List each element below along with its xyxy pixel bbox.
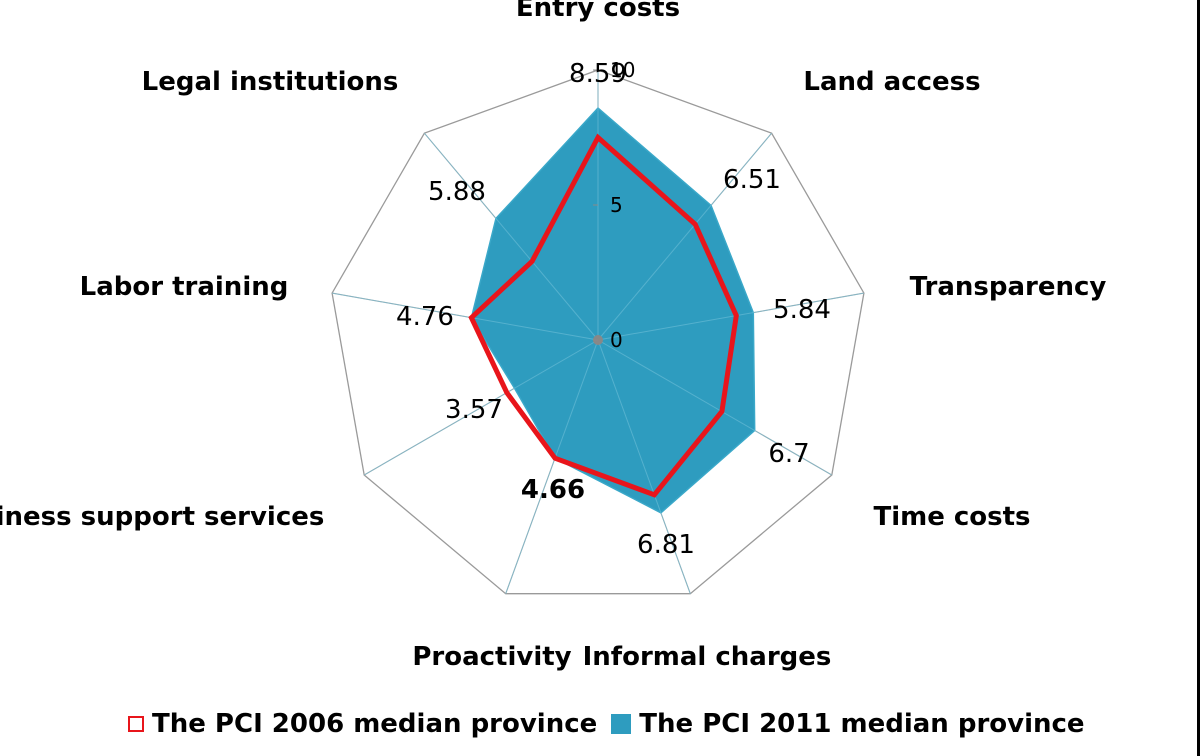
data-label-3: 6.7: [768, 439, 809, 469]
spoke-overlay-7: [332, 292, 599, 341]
axis-label-3: Time costs: [873, 502, 1030, 532]
legend-item-2011: The PCI 2011 median province: [611, 709, 1085, 739]
data-label-0: 8.59: [569, 59, 627, 89]
series-2011-area: [470, 107, 756, 514]
data-label-6: 3.57: [445, 395, 503, 425]
data-label-2: 5.84: [773, 295, 831, 325]
data-label-4: 6.81: [637, 530, 695, 560]
data-labels: 8.59 6.51 5.84 6.7 6.81 4.66 3.57 4.76 5.88: [396, 59, 831, 560]
spoke-overlay-2: [597, 292, 864, 341]
data-label-8: 5.88: [428, 177, 486, 207]
axis-labels: Entry costs Land access Transparency Time c…: [0, 0, 1106, 672]
tick-label-5: 5: [610, 193, 623, 217]
tick-label-0: 0: [610, 328, 623, 352]
legend: The PCI 2006 median province The PCI 201…: [128, 702, 1099, 746]
data-label-7: 4.76: [396, 302, 454, 332]
series-2006: [468, 133, 739, 498]
axis-label-0: Entry costs: [516, 0, 680, 23]
series-2011: [332, 70, 864, 594]
axis-label-8: Legal institutions: [142, 67, 399, 97]
series-2006-line: [468, 133, 739, 498]
data-label-5: 4.66: [521, 475, 585, 505]
axis-label-5: Proactivity: [412, 642, 571, 672]
axis-label-7: Labor training: [80, 272, 289, 302]
grid-ring-outer: [331, 69, 865, 595]
radial-ticks: 0 5 10: [593, 58, 635, 352]
legend-label-2011: The PCI 2011 median province: [639, 709, 1085, 739]
chart-frame-edge: [1197, 0, 1200, 756]
legend-label-2006: The PCI 2006 median province: [152, 709, 598, 739]
axis-label-6: iness support services: [0, 502, 324, 532]
legend-item-2006: The PCI 2006 median province: [128, 709, 597, 739]
spoke-overlay-3: [597, 339, 833, 476]
legend-swatch-2011: [611, 714, 632, 734]
spoke-overlay-1: [597, 132, 772, 341]
spoke-overlay-8: [424, 132, 599, 341]
spoke-overlay-5: [505, 339, 599, 594]
data-label-1: 6.51: [723, 165, 781, 195]
axis-label-4: Informal charges: [583, 642, 832, 672]
spoke-overlay-6: [363, 339, 599, 476]
tick-label-10: 10: [610, 58, 635, 82]
spoke-overlay-4: [597, 339, 691, 594]
legend-swatch-2006: [128, 716, 144, 732]
axis-label-2: Transparency: [910, 272, 1107, 302]
axis-label-1: Land access: [803, 67, 980, 97]
